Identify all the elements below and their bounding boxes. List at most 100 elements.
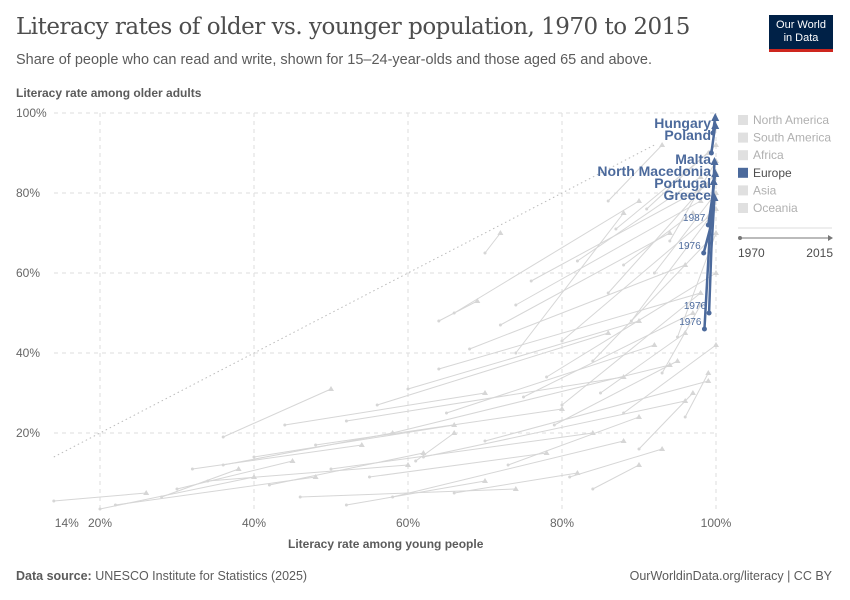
other-country-line [600,332,686,394]
other-country-end-arrow [713,142,719,147]
chart-title: Literacy rates of older vs. younger popu… [16,14,690,40]
legend-swatch-asia [738,185,748,196]
series-start-year-label: 1976 [678,241,701,252]
legend-item-south-america[interactable]: South America [753,131,831,145]
other-country-start-point [622,411,626,415]
other-country-end-arrow [420,450,427,455]
legend-swatch-europe [738,167,748,178]
footer-attribution[interactable]: OurWorldinData.org/literacy | CC BY [629,569,832,583]
y-tick-label: 20% [16,426,40,440]
other-country-end-arrow [389,430,396,435]
other-country-start-point [267,483,271,487]
other-country-end-arrow [689,390,696,395]
other-country-line [423,400,686,458]
series-end-arrow [711,169,720,177]
other-country-start-point [591,359,595,363]
other-country-start-point [452,491,456,495]
other-country-line [253,424,455,458]
series-start-year-label: 1987 [683,213,706,224]
other-country-line [407,320,640,390]
other-country-start-point [468,347,472,351]
other-country-end-arrow [482,478,488,483]
other-country-line [446,344,655,414]
owid-logo[interactable]: Our World in Data [769,15,833,52]
other-country-end-arrow [559,406,565,411]
other-country-end-arrow [143,490,150,495]
other-country-line [661,304,702,374]
other-country-start-point [606,199,610,203]
series-label: Malta [675,151,711,167]
other-country-line [207,464,409,482]
y-tick-label: 60% [16,266,40,280]
other-country-line [623,212,694,266]
other-country-line [415,432,455,462]
other-country-line [346,480,486,506]
y-tick-label: 80% [16,186,40,200]
other-country-end-arrow [312,474,319,479]
other-country-end-arrow [405,462,411,467]
series-line-greece [707,196,716,314]
timeline-end-label: 2015 [806,246,833,260]
other-country-line [669,160,717,242]
timeline-start-handle[interactable] [738,236,742,240]
other-country-end-arrow [659,446,666,451]
other-country-line [623,344,717,414]
x-tick-label: 20% [88,516,112,530]
other-country-end-arrow [651,342,658,347]
other-country-start-point [452,311,456,315]
other-country-start-point [522,395,525,399]
other-country-end-arrow [636,198,642,203]
other-country-line [484,380,709,442]
other-country-start-point [614,227,618,231]
series-label: Poland [664,127,711,143]
other-country-end-arrow [697,290,704,295]
legend-item-oceania[interactable]: Oceania [753,201,798,215]
legend-item-asia[interactable]: Asia [753,183,777,197]
other-country-end-arrow [659,142,666,147]
other-country-start-point [221,463,225,467]
other-country-start-point [498,323,502,327]
legend-item-north-america[interactable]: North America [753,113,829,127]
legend-item-africa[interactable]: Africa [753,148,784,162]
other-country-end-arrow [620,438,627,443]
legend-item-europe[interactable]: Europe [753,166,792,180]
other-country-line [592,464,640,490]
other-country-line [515,200,701,306]
other-country-line [284,392,486,426]
reference-line-y-equals-x [53,144,655,458]
series-start-year-label: 1976 [679,317,702,328]
other-country-start-point [391,495,395,499]
other-country-start-point [329,467,333,471]
other-country-start-point [375,403,379,407]
x-tick-label: 80% [550,516,574,530]
timeline-start-label: 1970 [738,246,765,260]
source-link[interactable]: UNESCO Institute for Statistics (2025) [95,569,308,583]
other-country-start-point [560,403,564,407]
other-country-end-arrow [289,458,296,463]
other-country-end-arrow [451,430,458,435]
other-country-line [115,476,316,506]
y-tick-label: 100% [16,106,47,120]
other-country-start-point [160,495,164,499]
other-country-start-point [568,475,572,479]
other-country-line [315,408,563,446]
other-country-line [438,292,701,370]
other-country-start-point [344,419,348,423]
other-country-start-point [637,447,641,451]
series-label: North Macedonia [597,163,711,179]
other-country-line [546,272,717,378]
other-country-line [369,452,547,478]
other-country-line [161,468,239,498]
other-country-start-point [252,455,256,459]
other-country-line [630,208,717,322]
other-country-line [453,200,640,314]
other-country-start-point [599,391,602,395]
other-country-line [222,388,332,438]
other-country-line [53,492,147,502]
x-tick-label: 40% [242,516,266,530]
x-axis-label: Literacy rate among young people [288,537,484,551]
legend-swatch-africa [738,150,748,161]
series-line-poland [710,124,717,154]
logo-line1: Our World [776,19,826,31]
other-country-end-arrow [713,342,719,347]
